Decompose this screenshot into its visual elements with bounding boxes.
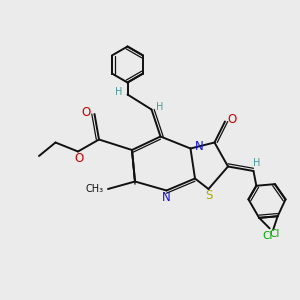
Text: Cl: Cl [270, 230, 280, 239]
Text: O: O [227, 112, 236, 126]
Text: H: H [116, 87, 123, 97]
Text: N: N [194, 140, 203, 154]
Text: Cl: Cl [262, 231, 273, 241]
Text: S: S [206, 189, 213, 202]
Text: O: O [74, 152, 83, 165]
Text: H: H [156, 101, 164, 112]
Text: CH₃: CH₃ [85, 184, 103, 194]
Text: O: O [82, 106, 91, 119]
Text: H: H [253, 158, 260, 168]
Text: N: N [162, 190, 171, 204]
